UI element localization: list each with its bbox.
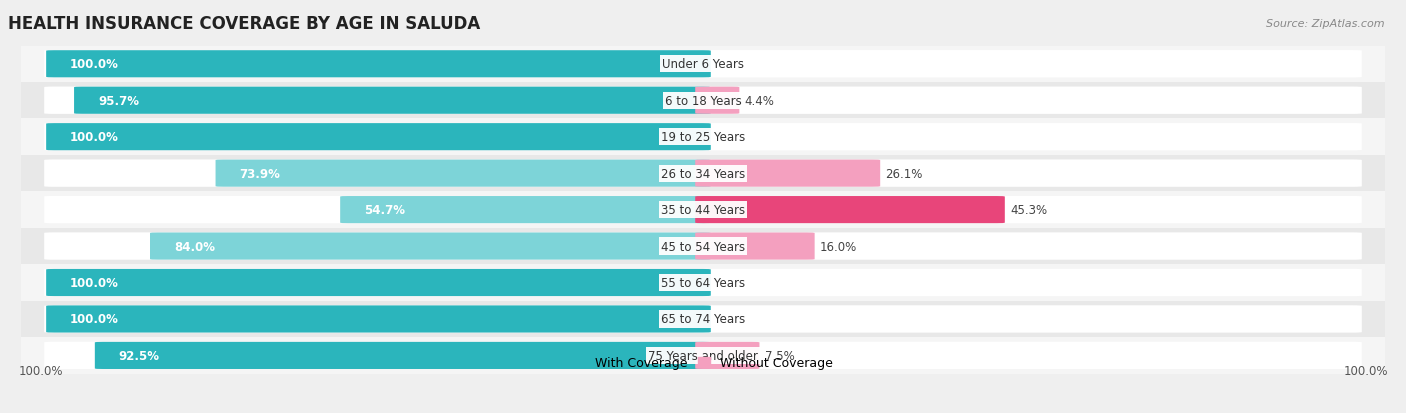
- Bar: [21, 46, 1385, 83]
- Text: 75 Years and older: 75 Years and older: [648, 349, 758, 362]
- Bar: [21, 265, 1385, 301]
- FancyBboxPatch shape: [693, 306, 1362, 333]
- Bar: [21, 301, 1385, 337]
- Text: 19 to 25 Years: 19 to 25 Years: [661, 131, 745, 144]
- Text: 100.0%: 100.0%: [70, 58, 120, 71]
- FancyBboxPatch shape: [695, 197, 1005, 223]
- FancyBboxPatch shape: [215, 160, 711, 187]
- FancyBboxPatch shape: [44, 342, 713, 369]
- FancyBboxPatch shape: [44, 233, 713, 260]
- FancyBboxPatch shape: [46, 269, 711, 297]
- FancyBboxPatch shape: [693, 233, 1362, 260]
- Text: 92.5%: 92.5%: [120, 349, 160, 362]
- FancyBboxPatch shape: [94, 342, 711, 369]
- FancyBboxPatch shape: [44, 160, 713, 188]
- FancyBboxPatch shape: [693, 269, 1362, 297]
- FancyBboxPatch shape: [44, 124, 713, 151]
- FancyBboxPatch shape: [695, 233, 814, 260]
- Text: 16.0%: 16.0%: [820, 240, 858, 253]
- Text: 45 to 54 Years: 45 to 54 Years: [661, 240, 745, 253]
- Text: 26 to 34 Years: 26 to 34 Years: [661, 167, 745, 180]
- Text: 26.1%: 26.1%: [886, 167, 922, 180]
- FancyBboxPatch shape: [693, 160, 1362, 188]
- Text: 35 to 44 Years: 35 to 44 Years: [661, 204, 745, 216]
- FancyBboxPatch shape: [693, 197, 1362, 224]
- FancyBboxPatch shape: [46, 51, 711, 78]
- Text: 65 to 74 Years: 65 to 74 Years: [661, 313, 745, 326]
- Text: HEALTH INSURANCE COVERAGE BY AGE IN SALUDA: HEALTH INSURANCE COVERAGE BY AGE IN SALU…: [8, 15, 481, 33]
- Legend: With Coverage, Without Coverage: With Coverage, Without Coverage: [568, 351, 838, 375]
- FancyBboxPatch shape: [695, 160, 880, 187]
- FancyBboxPatch shape: [693, 87, 1362, 115]
- FancyBboxPatch shape: [44, 269, 713, 297]
- Bar: [21, 228, 1385, 265]
- FancyBboxPatch shape: [44, 306, 713, 333]
- FancyBboxPatch shape: [695, 342, 759, 369]
- FancyBboxPatch shape: [693, 342, 1362, 369]
- FancyBboxPatch shape: [150, 233, 711, 260]
- FancyBboxPatch shape: [693, 124, 1362, 151]
- Bar: [21, 83, 1385, 119]
- FancyBboxPatch shape: [340, 197, 711, 223]
- Text: 84.0%: 84.0%: [174, 240, 215, 253]
- Text: 100.0%: 100.0%: [70, 276, 120, 290]
- FancyBboxPatch shape: [46, 124, 711, 151]
- Text: 4.4%: 4.4%: [745, 95, 775, 107]
- FancyBboxPatch shape: [75, 88, 711, 114]
- FancyBboxPatch shape: [695, 88, 740, 114]
- Text: 100.0%: 100.0%: [18, 364, 63, 377]
- Text: Under 6 Years: Under 6 Years: [662, 58, 744, 71]
- Bar: [21, 119, 1385, 156]
- Text: 7.5%: 7.5%: [765, 349, 794, 362]
- Text: 95.7%: 95.7%: [98, 95, 139, 107]
- Text: 6 to 18 Years: 6 to 18 Years: [665, 95, 741, 107]
- FancyBboxPatch shape: [46, 306, 711, 333]
- Bar: [21, 156, 1385, 192]
- Text: 100.0%: 100.0%: [70, 313, 120, 326]
- Text: 45.3%: 45.3%: [1010, 204, 1047, 216]
- Text: 73.9%: 73.9%: [239, 167, 280, 180]
- Bar: [21, 337, 1385, 374]
- FancyBboxPatch shape: [44, 51, 713, 78]
- Text: 100.0%: 100.0%: [1343, 364, 1388, 377]
- Text: 55 to 64 Years: 55 to 64 Years: [661, 276, 745, 290]
- Text: 100.0%: 100.0%: [70, 131, 120, 144]
- Bar: [21, 192, 1385, 228]
- FancyBboxPatch shape: [693, 51, 1362, 78]
- FancyBboxPatch shape: [44, 197, 713, 224]
- Text: 54.7%: 54.7%: [364, 204, 405, 216]
- Text: Source: ZipAtlas.com: Source: ZipAtlas.com: [1267, 19, 1385, 28]
- FancyBboxPatch shape: [44, 87, 713, 115]
